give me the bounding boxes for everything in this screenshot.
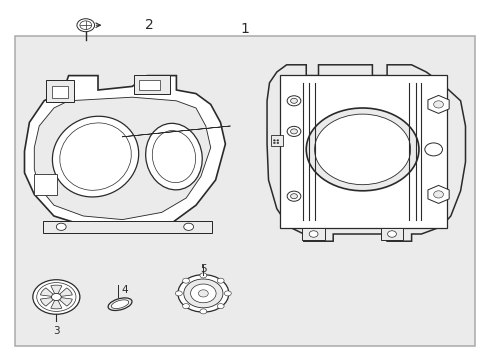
FancyBboxPatch shape [52,86,68,98]
Circle shape [184,223,194,230]
Ellipse shape [52,116,139,197]
Circle shape [309,231,318,237]
Text: 4: 4 [122,285,128,295]
Circle shape [200,273,207,278]
Circle shape [200,309,207,314]
Wedge shape [41,288,56,297]
Polygon shape [24,76,225,230]
Wedge shape [56,288,72,297]
Circle shape [198,290,208,297]
FancyBboxPatch shape [15,36,475,346]
Circle shape [175,291,182,296]
Wedge shape [41,297,56,306]
Circle shape [217,278,224,283]
Circle shape [306,108,419,191]
Polygon shape [34,97,211,220]
Wedge shape [56,297,72,306]
Text: 2: 2 [145,18,153,32]
Circle shape [217,303,224,309]
Circle shape [287,126,301,136]
Circle shape [183,278,190,283]
Ellipse shape [146,123,202,190]
Circle shape [77,19,95,32]
FancyBboxPatch shape [381,228,403,240]
FancyBboxPatch shape [280,75,447,228]
Wedge shape [51,285,62,297]
Text: 5: 5 [200,264,207,274]
Circle shape [191,284,216,303]
Circle shape [273,142,275,144]
Circle shape [287,96,301,106]
Circle shape [434,191,443,198]
FancyBboxPatch shape [34,174,57,195]
Circle shape [287,191,301,201]
FancyBboxPatch shape [46,80,74,102]
Circle shape [273,140,275,141]
Circle shape [178,275,229,312]
FancyBboxPatch shape [134,75,170,94]
Circle shape [184,279,223,308]
Circle shape [56,223,66,230]
Circle shape [51,293,61,301]
Circle shape [277,142,279,144]
Circle shape [291,194,297,199]
Circle shape [291,129,297,134]
FancyBboxPatch shape [43,221,212,233]
FancyBboxPatch shape [302,228,325,240]
Polygon shape [428,185,449,203]
Ellipse shape [108,298,132,310]
Circle shape [224,291,231,296]
Text: 1: 1 [241,22,249,36]
Circle shape [425,143,442,156]
Polygon shape [267,65,466,241]
Circle shape [291,98,297,103]
Circle shape [277,140,279,141]
Ellipse shape [111,300,129,309]
FancyBboxPatch shape [139,80,160,90]
Wedge shape [51,297,62,309]
Circle shape [315,114,411,185]
Circle shape [33,280,80,314]
Text: 3: 3 [53,326,60,336]
Circle shape [434,101,443,108]
Circle shape [183,303,190,309]
Circle shape [388,231,396,237]
Polygon shape [428,95,449,113]
FancyBboxPatch shape [271,135,283,146]
